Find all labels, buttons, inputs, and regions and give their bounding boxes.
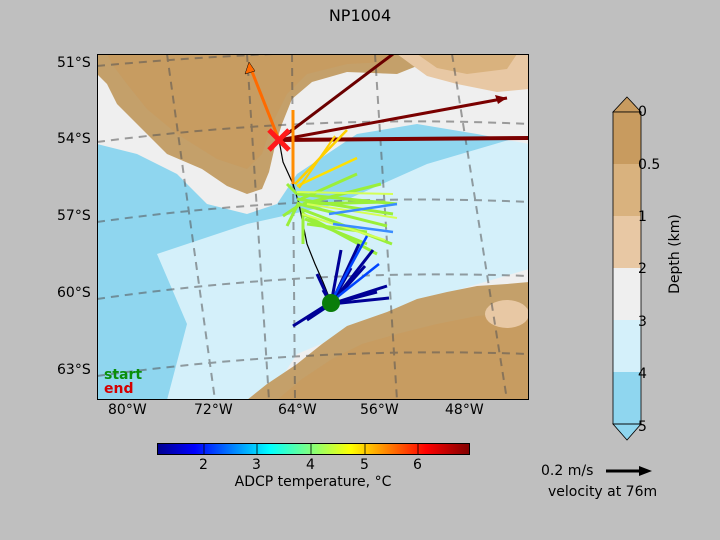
- start-marker: [322, 294, 340, 312]
- end-legend-label: end: [104, 381, 134, 397]
- temperature-colorbar-label: ADCP temperature, °C: [234, 474, 392, 490]
- temperature-colorbar: [157, 443, 470, 455]
- lon-label-48w: 48°W: [445, 402, 484, 418]
- lat-label-51s: 51°S: [57, 55, 91, 71]
- lon-label-56w: 56°W: [360, 402, 399, 418]
- temp-tick-6: 6: [413, 457, 422, 473]
- depth-tick-2: 2: [638, 261, 647, 277]
- lon-label-80w: 80°W: [108, 402, 147, 418]
- depth-tick-1: 1: [638, 209, 647, 225]
- depth-colorbar: [612, 96, 642, 441]
- figure-title: NP1004: [328, 6, 392, 25]
- bathymetry-map: [97, 54, 529, 400]
- lat-label-57s: 57°S: [57, 208, 91, 224]
- temp-tick-5: 5: [360, 457, 369, 473]
- depth-tick-3: 3: [638, 314, 647, 330]
- temp-tick-4: 4: [306, 457, 315, 473]
- depth-tick-0: 0: [638, 104, 647, 120]
- lat-label-63s: 63°S: [57, 362, 91, 378]
- lon-label-64w: 64°W: [278, 402, 317, 418]
- velocity-scale-arrow: [606, 466, 652, 476]
- depth-tick-0-5: 0.5: [638, 157, 661, 173]
- velocity-scale-caption: velocity at 76m: [548, 484, 658, 500]
- temp-tick-2: 2: [199, 457, 208, 473]
- temp-tick-3: 3: [252, 457, 261, 473]
- map-frame: [97, 54, 529, 400]
- lat-label-60s: 60°S: [57, 285, 91, 301]
- start-legend-label: start: [104, 367, 143, 383]
- lon-label-72w: 72°W: [194, 402, 233, 418]
- depth-tick-5: 5: [638, 419, 647, 435]
- velocity-scale-speed: 0.2 m/s: [541, 463, 594, 479]
- depth-tick-4: 4: [638, 366, 647, 382]
- velocity-vectors: [244, 54, 529, 328]
- depth-colorbar-label: Depth (km): [667, 214, 683, 294]
- lat-label-54s: 54°S: [57, 131, 91, 147]
- end-marker: [267, 128, 291, 152]
